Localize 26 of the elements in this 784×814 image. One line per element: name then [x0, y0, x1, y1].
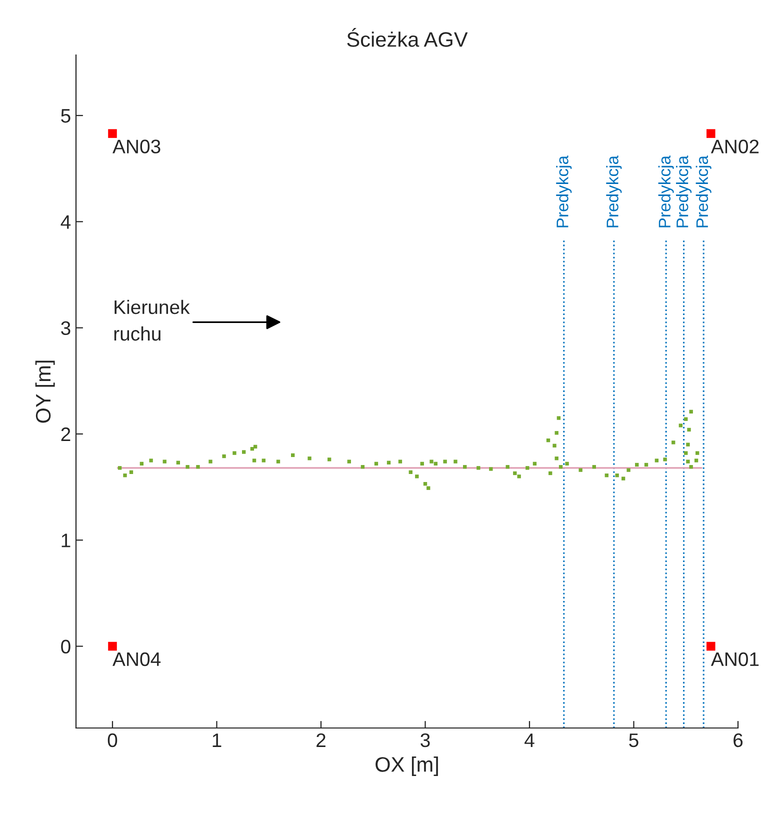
data-label: AN03 [112, 140, 160, 154]
x-tick-label: 6 [734, 733, 743, 748]
x-tick-label: 1 [212, 734, 222, 747]
y-tick-label: 4 [60, 215, 71, 229]
ref-line-label: Predykcja [696, 155, 712, 228]
y-tick-label: 2 [61, 427, 70, 442]
x-axis-title: OX [m] [376, 756, 438, 776]
data-label: AN04 [112, 652, 161, 666]
ref-line-label: Predykcja [658, 155, 674, 228]
ref-line-label: Predykcja [676, 155, 692, 228]
x-tick-label: 4 [524, 734, 534, 747]
x-tick-label: 5 [629, 734, 638, 748]
y-tick-label: 1 [62, 534, 70, 548]
data-label: AN01 [710, 652, 759, 666]
ref-line-label: Predykcja [606, 155, 622, 228]
y-axis-title: OY [m] [35, 360, 55, 423]
annotation: Kierunek ruchu [114, 300, 190, 341]
x-tick-label: 2 [316, 733, 326, 747]
y-tick-label: 0 [61, 640, 70, 654]
data-label: AN02 [710, 140, 759, 154]
ref-line-label: Predykcja [556, 155, 572, 228]
chart-title: Ścieżka AGV [347, 28, 468, 47]
y-tick-label: 3 [61, 321, 70, 336]
y-tick-label: 5 [61, 109, 70, 123]
x-tick-label: 3 [420, 733, 430, 748]
x-tick-label: 0 [108, 733, 118, 748]
